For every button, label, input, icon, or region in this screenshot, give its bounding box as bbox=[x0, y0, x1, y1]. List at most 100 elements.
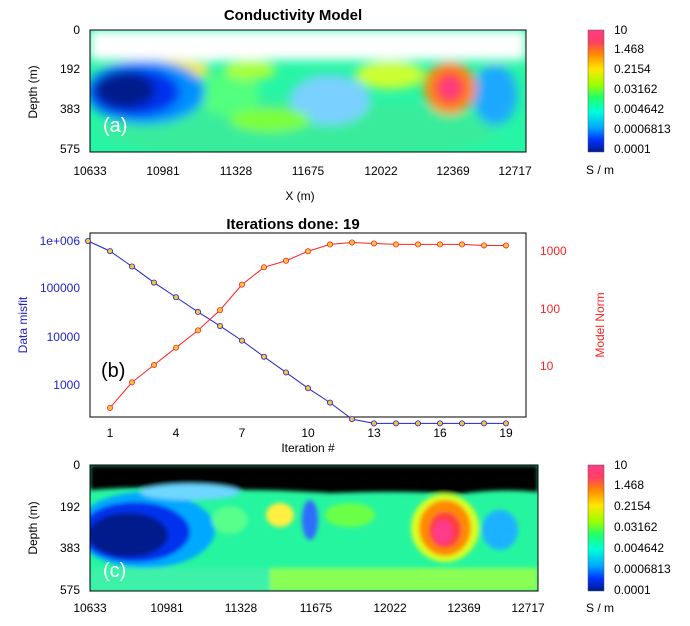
panel-a: Conductivity Model bbox=[26, 7, 671, 203]
y-tick-left: 100000 bbox=[40, 281, 80, 295]
model-norm-point bbox=[260, 264, 267, 271]
x-tick: 11328 bbox=[225, 601, 258, 615]
misfit-point bbox=[238, 337, 245, 344]
misfit-point bbox=[85, 237, 92, 244]
model-norm-point bbox=[370, 240, 377, 247]
colorbar-label: 0.004642 bbox=[614, 541, 664, 555]
colorbar-unit: S / m bbox=[586, 163, 614, 177]
x-tick: 19 bbox=[499, 426, 513, 440]
misfit-point bbox=[414, 420, 421, 427]
model-norm-point bbox=[238, 281, 245, 288]
y-tick-left: 1e+006 bbox=[40, 234, 81, 248]
model-norm-point bbox=[392, 241, 399, 248]
colorbar-label: 0.03162 bbox=[614, 520, 658, 534]
x-tick: 10633 bbox=[73, 601, 107, 615]
x-tick: 1 bbox=[107, 426, 114, 440]
colorbar-label: 0.0001 bbox=[614, 142, 651, 156]
panel-b-y-label: Data misfit bbox=[16, 296, 30, 353]
y-tick: 192 bbox=[60, 500, 80, 514]
colorbar-label: 0.2154 bbox=[614, 62, 651, 76]
model-norm-point bbox=[194, 327, 201, 334]
panel-c-x-ticks: 10633 10981 11328 11675 12022 12369 1271… bbox=[73, 601, 545, 615]
x-tick: 12022 bbox=[364, 164, 398, 178]
colorbar-label: 10 bbox=[614, 23, 628, 37]
model-norm-point bbox=[128, 379, 135, 386]
model-norm-point bbox=[107, 404, 114, 411]
panel-b-x-label: Iteration # bbox=[281, 441, 335, 455]
model-norm-point bbox=[304, 248, 311, 255]
x-tick: 10981 bbox=[146, 164, 180, 178]
panel-b-y2-label: Model Norm bbox=[593, 292, 607, 357]
model-norm-point bbox=[282, 257, 289, 264]
panel-b: Iterations done: 19 1e+006 100000 10000 … bbox=[16, 216, 607, 455]
model-norm-point bbox=[216, 307, 223, 314]
panel-a-y-label: Depth (m) bbox=[26, 65, 40, 118]
model-norm-point bbox=[480, 242, 487, 249]
x-tick: 12369 bbox=[447, 601, 481, 615]
misfit-point bbox=[172, 294, 179, 301]
panel-b-left-ticks: 1e+006 100000 10000 1000 bbox=[40, 234, 81, 392]
x-tick: 12369 bbox=[436, 164, 470, 178]
x-tick: 10 bbox=[301, 426, 315, 440]
misfit-point bbox=[194, 308, 201, 315]
x-tick: 11328 bbox=[220, 164, 253, 178]
x-tick: 16 bbox=[433, 426, 447, 440]
y-tick: 192 bbox=[60, 62, 80, 76]
panel-a-title: Conductivity Model bbox=[224, 7, 362, 24]
colorbar-label: 0.03162 bbox=[614, 82, 658, 96]
x-tick: 12022 bbox=[373, 601, 407, 615]
misfit-point bbox=[458, 420, 465, 427]
y-tick: 383 bbox=[60, 541, 80, 555]
misfit-point bbox=[107, 248, 114, 255]
panel-b-right-ticks: 1000 100 10 bbox=[540, 244, 567, 373]
colorbar-label: 0.0006813 bbox=[614, 562, 671, 576]
y-tick-left: 10000 bbox=[47, 330, 81, 344]
panel-a-y-ticks: 0 192 383 575 bbox=[60, 23, 80, 156]
y-tick: 383 bbox=[60, 102, 80, 116]
misfit-point bbox=[150, 279, 157, 286]
model-norm-point bbox=[172, 344, 179, 351]
x-tick: 12717 bbox=[511, 601, 545, 615]
misfit-point bbox=[480, 420, 487, 427]
misfit-point bbox=[392, 420, 399, 427]
panel-c-y-ticks: 0 192 383 575 bbox=[60, 458, 80, 597]
x-tick: 7 bbox=[239, 426, 246, 440]
misfit-point bbox=[282, 369, 289, 376]
panel-b-letter: (b) bbox=[101, 360, 125, 382]
panel-a-colorbar: 10 1.468 0.2154 0.03162 0.004642 0.00068… bbox=[586, 23, 671, 177]
model-norm-series-line bbox=[109, 242, 506, 409]
y-tick-left: 1000 bbox=[53, 378, 80, 392]
panel-a-x-ticks: 10633 10981 11328 11675 12022 12369 1271… bbox=[73, 164, 532, 178]
misfit-point bbox=[216, 322, 223, 329]
colorbar-label: 1.468 bbox=[614, 42, 644, 56]
panel-a-x-label: X (m) bbox=[285, 189, 314, 203]
model-norm-point bbox=[414, 241, 421, 248]
misfit-point bbox=[502, 420, 509, 427]
panel-b-title: Iterations done: 19 bbox=[226, 216, 359, 233]
x-tick: 13 bbox=[367, 426, 381, 440]
model-norm-point bbox=[150, 361, 157, 368]
y-tick: 0 bbox=[73, 458, 80, 472]
misfit-series-line bbox=[87, 240, 506, 424]
model-norm-point bbox=[326, 241, 333, 248]
misfit-point bbox=[128, 263, 135, 270]
panel-c-frame bbox=[89, 464, 539, 592]
misfit-point bbox=[260, 353, 267, 360]
panel-c-letter: (c) bbox=[103, 560, 126, 582]
panel-a-frame bbox=[89, 29, 527, 153]
x-tick: 4 bbox=[173, 426, 180, 440]
y-tick-right: 10 bbox=[540, 359, 554, 373]
x-tick: 10633 bbox=[73, 164, 107, 178]
colorbar-label: 10 bbox=[614, 458, 628, 472]
model-norm-point bbox=[348, 239, 355, 246]
panel-b-plot bbox=[85, 237, 509, 427]
colorbar-label: 0.004642 bbox=[614, 102, 664, 116]
x-tick: 11675 bbox=[300, 601, 333, 615]
panel-c-heatmap bbox=[90, 465, 538, 591]
model-norm-point bbox=[458, 241, 465, 248]
misfit-point bbox=[436, 420, 443, 427]
panel-a-letter: (a) bbox=[103, 115, 127, 137]
panel-b-x-ticks: 1 4 7 10 13 16 19 bbox=[107, 426, 513, 440]
misfit-point bbox=[326, 399, 333, 406]
